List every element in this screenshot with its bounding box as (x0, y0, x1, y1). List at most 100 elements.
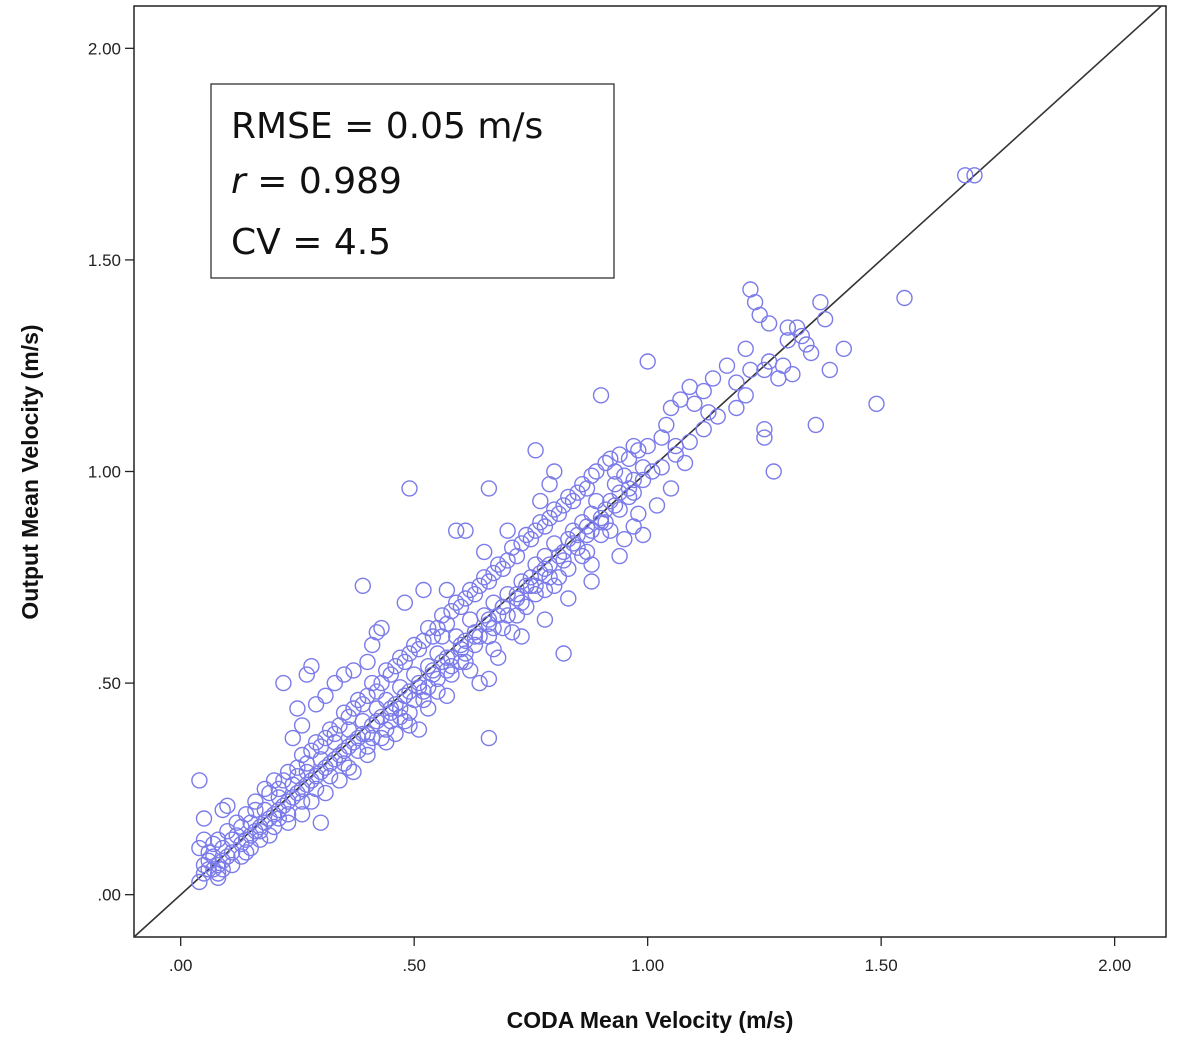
data-point (439, 616, 454, 631)
data-point (472, 676, 487, 691)
x-axis-title: CODA Mean Velocity (m/s) (507, 1007, 794, 1033)
data-point (509, 591, 524, 606)
data-point (341, 760, 356, 775)
data-point (729, 375, 744, 390)
data-point (738, 388, 753, 403)
data-point (757, 430, 772, 445)
data-point (271, 811, 286, 826)
data-point (411, 722, 426, 737)
data-point (411, 680, 426, 695)
data-point (444, 667, 459, 682)
data-point (285, 731, 300, 746)
y-tick-label: 2.00 (88, 39, 121, 58)
data-point (360, 748, 375, 763)
data-point (710, 409, 725, 424)
data-point (547, 578, 562, 593)
data-point (603, 451, 618, 466)
data-point (318, 688, 333, 703)
data-point (804, 346, 819, 361)
data-point (397, 714, 412, 729)
data-point (598, 456, 613, 471)
data-point (682, 434, 697, 449)
data-point (869, 396, 884, 411)
data-point (514, 629, 529, 644)
data-point (514, 595, 529, 610)
data-point (612, 447, 627, 462)
data-point (500, 523, 515, 538)
y-axis-title: Output Mean Velocity (m/s) (17, 324, 43, 619)
y-axis: .00 .50 1.00 1.50 2.00 (88, 39, 134, 904)
data-point (706, 371, 721, 386)
data-point (612, 502, 627, 517)
x-axis: .00.50 1.00 1.50 2.00 (169, 937, 1131, 975)
data-point (346, 663, 361, 678)
data-point (551, 506, 566, 521)
data-point (346, 701, 361, 716)
data-point (486, 566, 501, 581)
y-tick-label: 1.50 (88, 251, 121, 270)
data-point (678, 456, 693, 471)
data-point (463, 583, 478, 598)
data-point (323, 722, 338, 737)
data-point (439, 688, 454, 703)
data-point (369, 625, 384, 640)
data-point (575, 549, 590, 564)
data-point (799, 337, 814, 352)
data-point (720, 358, 735, 373)
data-point (785, 367, 800, 382)
data-point (425, 629, 440, 644)
data-point (528, 587, 543, 602)
data-point (276, 676, 291, 691)
data-point (575, 477, 590, 492)
data-point (500, 608, 515, 623)
data-point (304, 794, 319, 809)
data-point (327, 726, 342, 741)
data-point (664, 481, 679, 496)
data-point (523, 532, 538, 547)
data-point (262, 828, 277, 843)
data-point (654, 430, 669, 445)
data-point (570, 485, 585, 500)
data-point (276, 773, 291, 788)
data-point (491, 650, 506, 665)
data-point (369, 684, 384, 699)
data-point (556, 553, 571, 568)
data-point (766, 464, 781, 479)
data-point (416, 583, 431, 598)
data-point (626, 439, 641, 454)
data-point (463, 663, 478, 678)
data-point (472, 578, 487, 593)
y-tick-label: 1.00 (88, 463, 121, 482)
data-point (561, 489, 576, 504)
data-point (309, 697, 324, 712)
stats-line-r: r = 0.989 (231, 161, 402, 202)
data-point (393, 709, 408, 724)
data-point (626, 519, 641, 534)
y-tick-label: .00 (97, 886, 121, 905)
data-point (640, 439, 655, 454)
data-point (295, 748, 310, 763)
data-point (486, 595, 501, 610)
data-point (435, 608, 450, 623)
data-point (197, 811, 212, 826)
data-point (458, 591, 473, 606)
data-point (388, 726, 403, 741)
data-point (650, 498, 665, 513)
data-point (790, 320, 805, 335)
data-point (551, 570, 566, 585)
data-point (220, 824, 235, 839)
data-point (309, 735, 324, 750)
data-point (327, 676, 342, 691)
data-point (486, 621, 501, 636)
data-point (421, 680, 436, 695)
data-point (351, 693, 366, 708)
data-point (481, 671, 496, 686)
data-point (374, 621, 389, 636)
data-point (589, 464, 604, 479)
data-point (481, 481, 496, 496)
data-point (453, 599, 468, 614)
data-point (458, 523, 473, 538)
data-point (505, 625, 520, 640)
data-point (477, 544, 492, 559)
data-point (738, 341, 753, 356)
